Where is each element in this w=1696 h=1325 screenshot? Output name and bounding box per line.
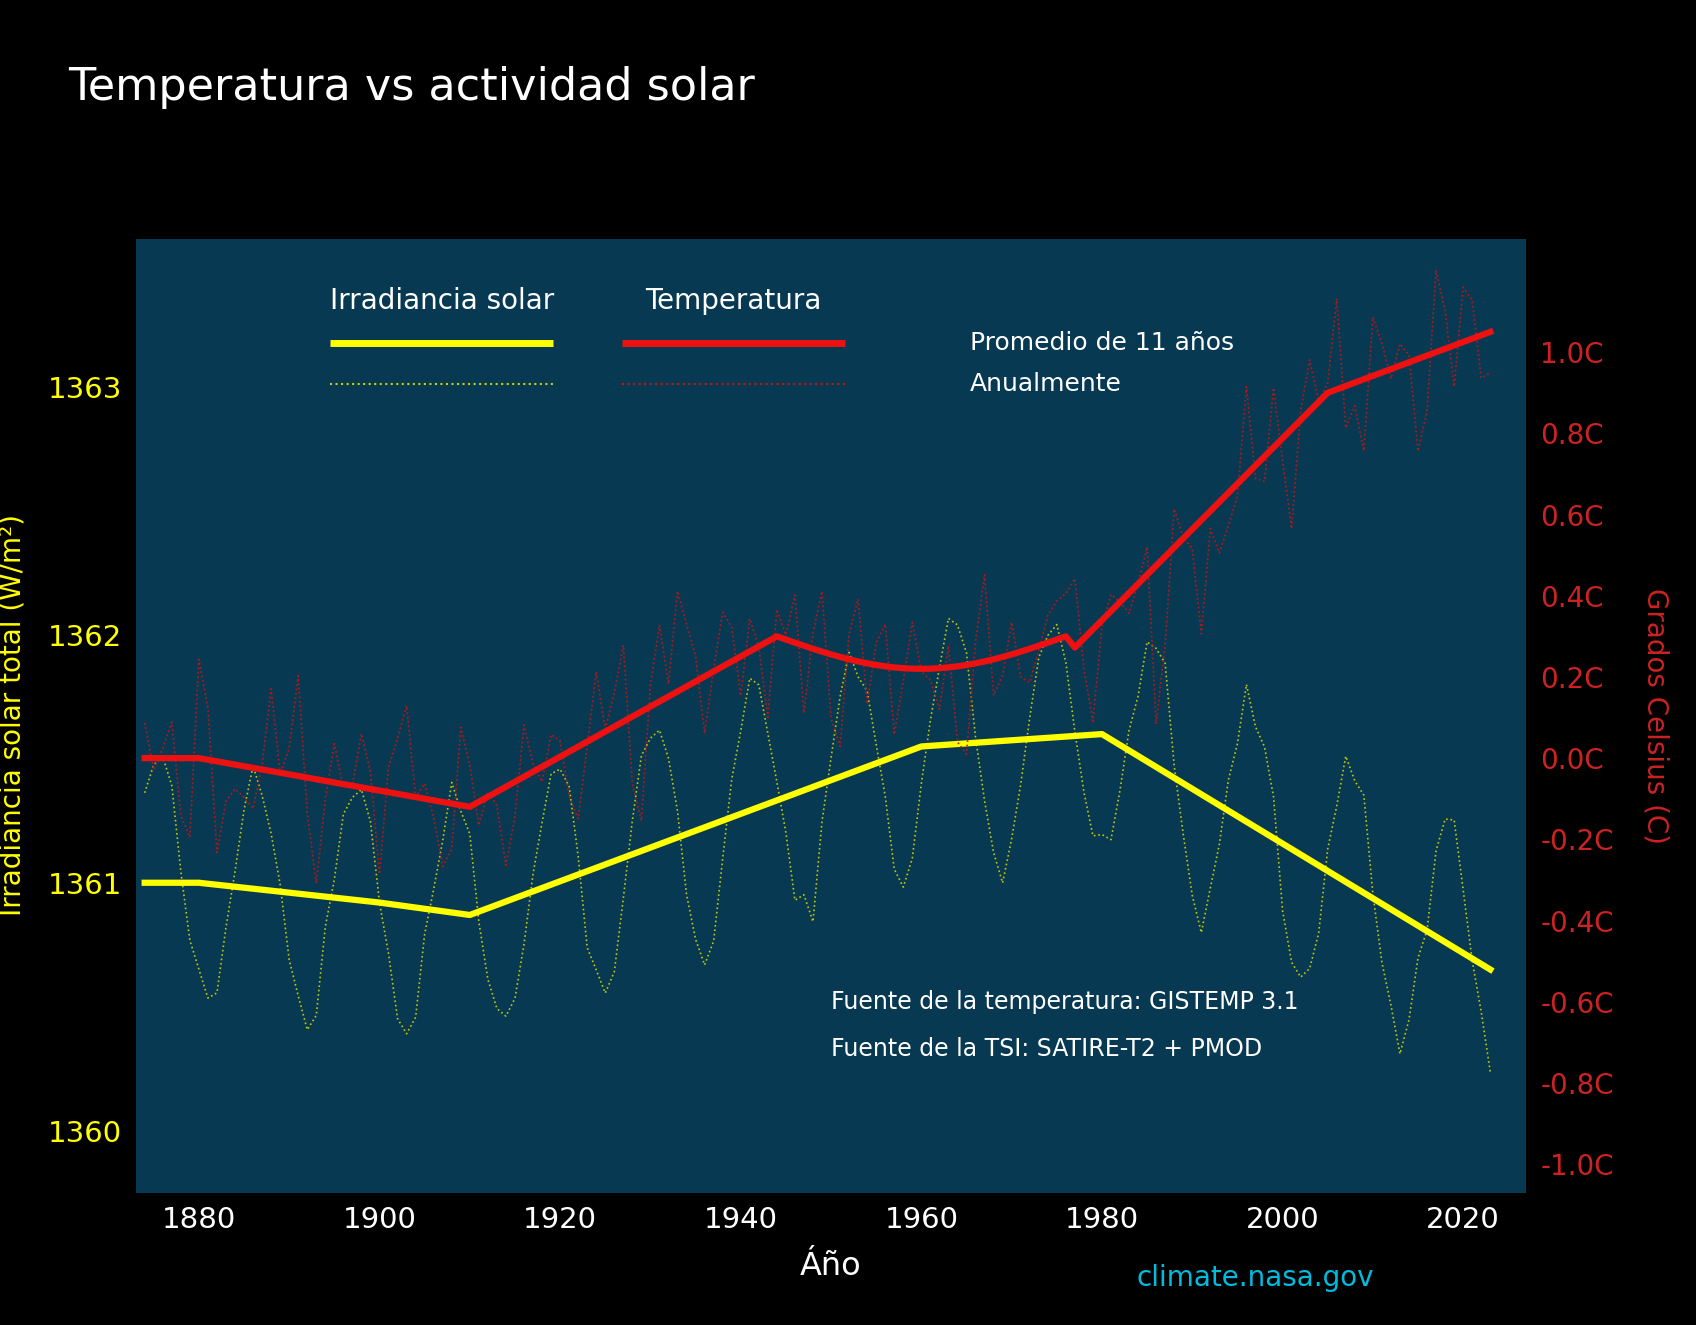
Y-axis label: Grados Celsius (C): Grados Celsius (C) — [1642, 587, 1669, 844]
Text: Fuente de la temperatura: GISTEMP 3.1: Fuente de la temperatura: GISTEMP 3.1 — [831, 990, 1299, 1014]
Text: Anualmente: Anualmente — [970, 371, 1123, 395]
Text: climate.nasa.gov: climate.nasa.gov — [1136, 1264, 1374, 1292]
Y-axis label: Irradiancia solar total (W/m²): Irradiancia solar total (W/m²) — [0, 514, 27, 917]
Text: Irradiancia solar: Irradiancia solar — [329, 286, 555, 314]
X-axis label: Áño: Áño — [801, 1251, 862, 1283]
Text: Fuente de la TSI: SATIRE-T2 + PMOD: Fuente de la TSI: SATIRE-T2 + PMOD — [831, 1037, 1262, 1061]
Text: Promedio de 11 años: Promedio de 11 años — [970, 331, 1235, 355]
Text: Temperatura: Temperatura — [646, 286, 823, 314]
Text: Temperatura vs actividad solar: Temperatura vs actividad solar — [68, 66, 755, 109]
